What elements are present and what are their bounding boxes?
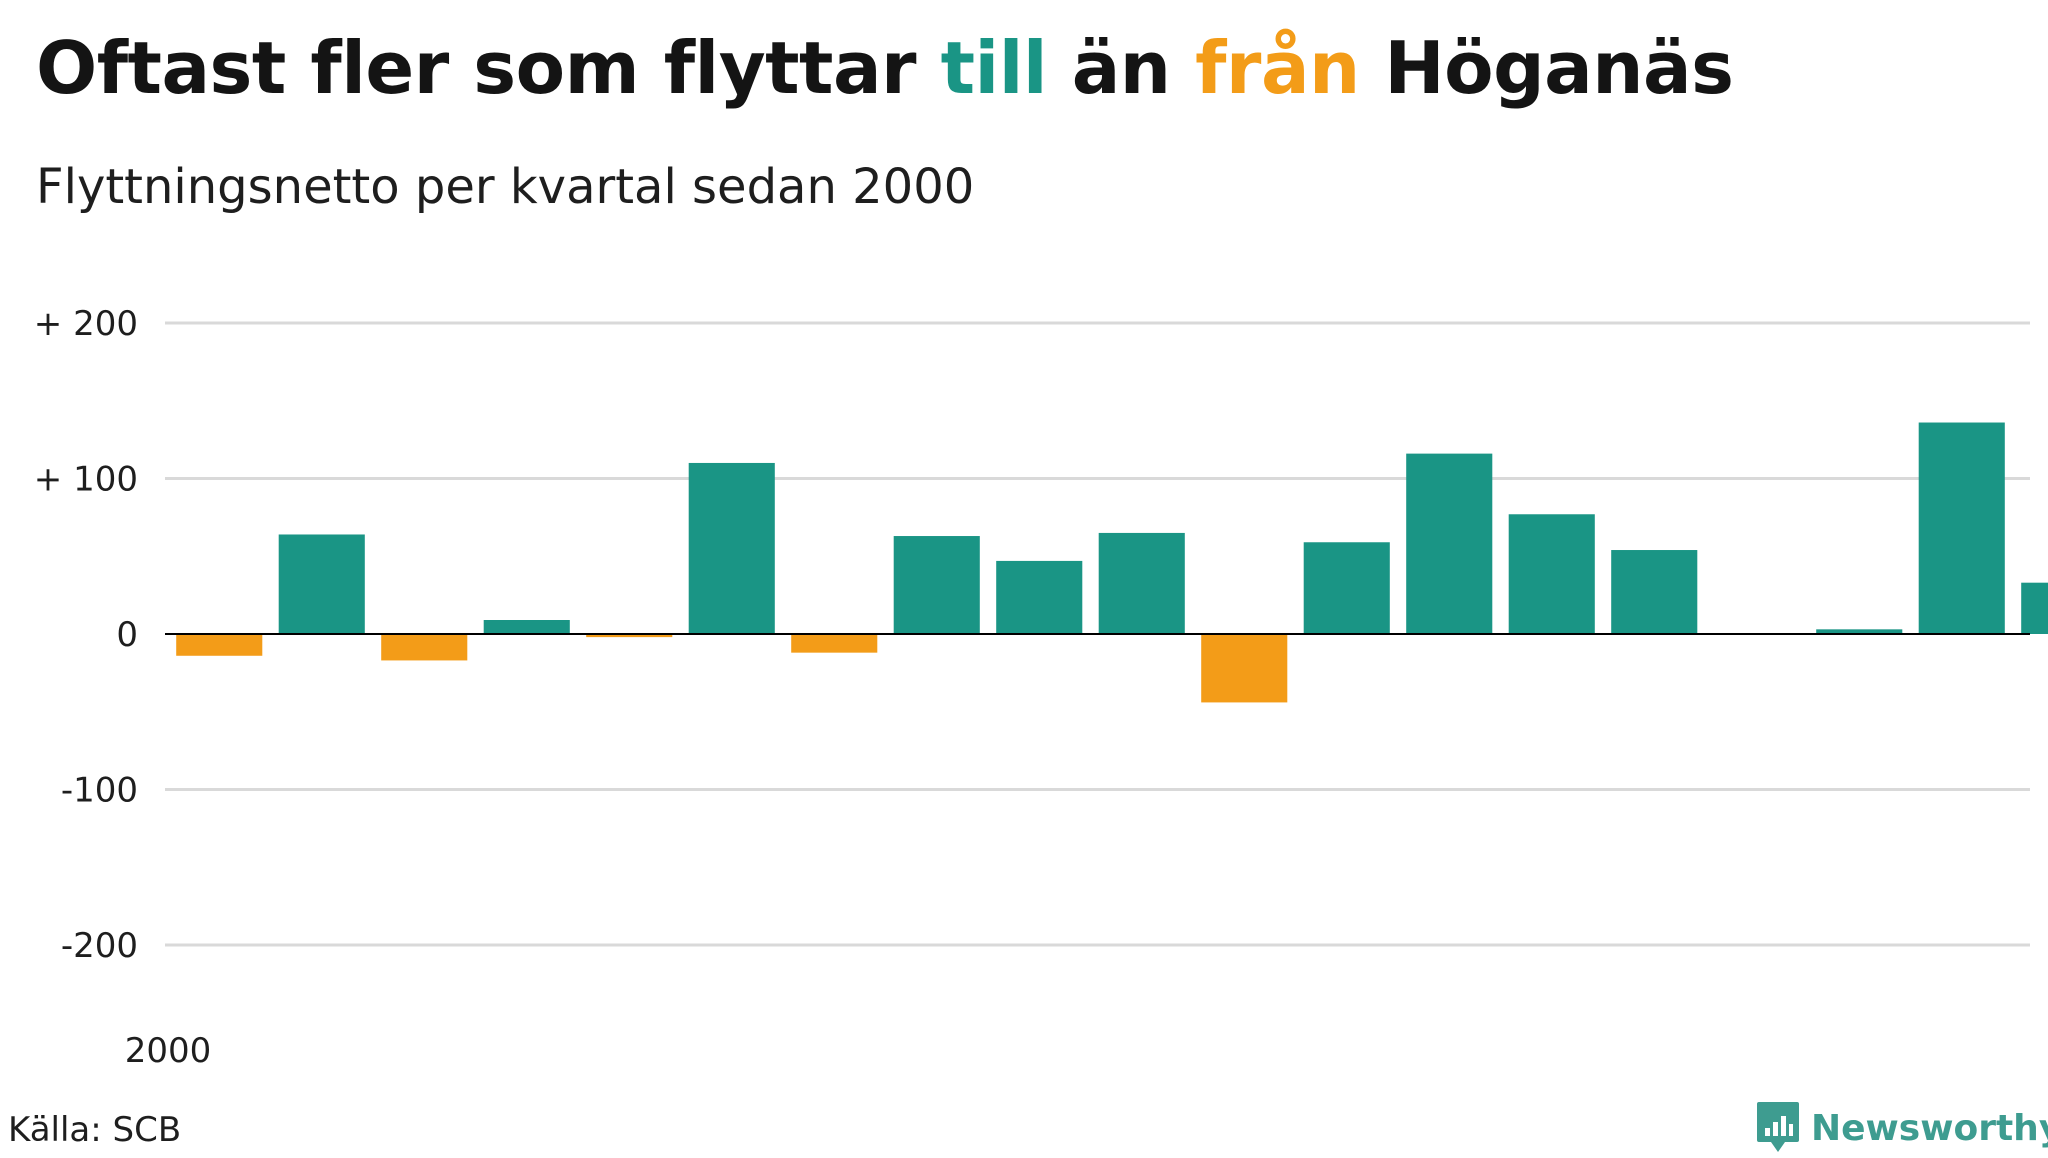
bar bbox=[791, 634, 878, 653]
bar bbox=[1303, 542, 1390, 634]
title-word-fran: från bbox=[1195, 26, 1360, 110]
brand-logo: Newsworthy bbox=[1755, 1098, 2048, 1158]
bar bbox=[176, 634, 263, 656]
bar bbox=[996, 560, 1083, 634]
brand-name: Newsworthy bbox=[1811, 1107, 2048, 1149]
bars bbox=[176, 422, 2048, 703]
bar bbox=[1201, 634, 1288, 703]
y-tick-label: -200 bbox=[61, 926, 138, 966]
bar bbox=[2021, 582, 2048, 634]
bar bbox=[278, 534, 365, 634]
bar bbox=[1406, 453, 1493, 634]
bar bbox=[1508, 514, 1595, 634]
title-part-2: än bbox=[1071, 26, 1171, 110]
source-note: Källa: SCB bbox=[8, 1110, 182, 1150]
x-tick-label: 2000 bbox=[125, 1031, 212, 1071]
title-word-till: till bbox=[940, 26, 1048, 110]
bar bbox=[381, 634, 468, 661]
gridlines bbox=[165, 321, 2030, 947]
bar bbox=[586, 634, 673, 638]
bar bbox=[483, 620, 570, 634]
bar bbox=[1918, 422, 2005, 634]
y-tick-label: + 100 bbox=[34, 460, 138, 500]
chart-subtitle: Flyttningsnetto per kvartal sedan 2000 bbox=[36, 159, 975, 215]
bar bbox=[688, 462, 775, 634]
bar bbox=[1098, 532, 1185, 634]
bar bbox=[1611, 550, 1698, 634]
chart-title: Oftast fler som flyttar till än från Hög… bbox=[36, 18, 1734, 118]
y-tick-label: + 200 bbox=[34, 304, 138, 344]
title-part-1: Oftast fler som flyttar bbox=[36, 26, 917, 110]
y-tick-label: 0 bbox=[116, 615, 138, 655]
title-part-3: Höganäs bbox=[1384, 26, 1734, 110]
bar bbox=[1816, 629, 1903, 634]
bar bbox=[893, 536, 980, 634]
newsworthy-icon bbox=[1757, 1102, 1799, 1152]
y-tick-label: -100 bbox=[61, 771, 138, 811]
